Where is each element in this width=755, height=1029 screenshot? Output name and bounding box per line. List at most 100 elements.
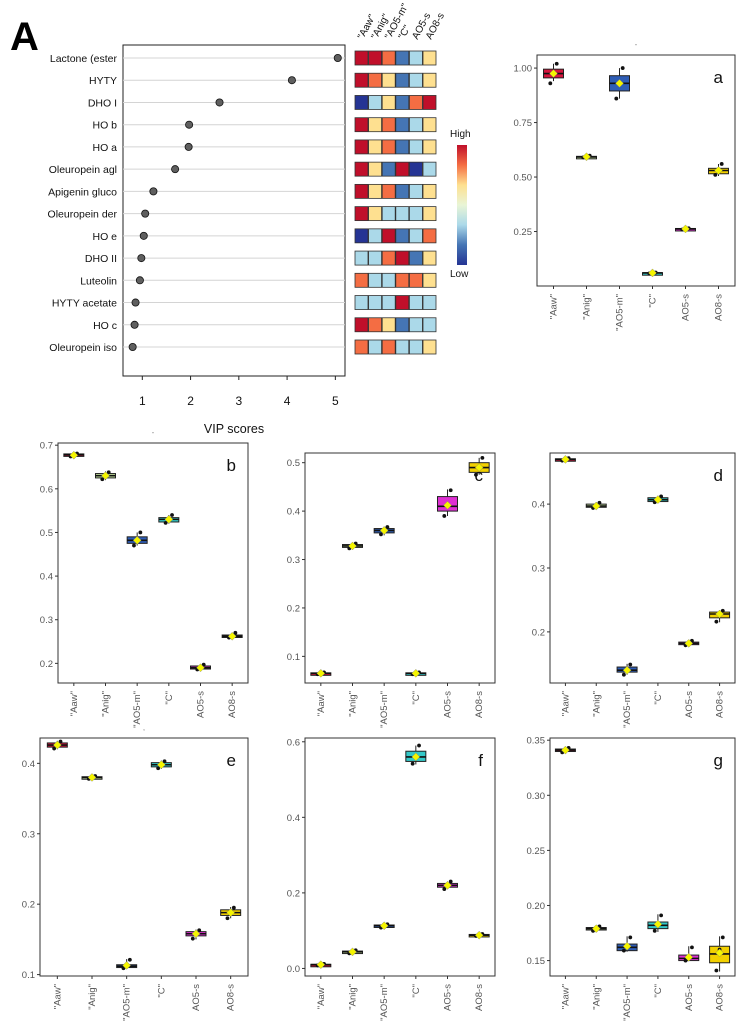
heatmap-cell <box>381 117 396 133</box>
vip-point-9 <box>139 231 148 240</box>
y-tick-label: 0.1 <box>22 970 35 981</box>
box-data-point <box>474 472 478 477</box>
y-tick-label: 0.4 <box>40 572 53 583</box>
x-tick-label: "AO5-m" <box>615 294 626 331</box>
box-data-point <box>614 96 619 101</box>
box-mean-marker <box>653 495 663 504</box>
box-data-point <box>225 916 230 921</box>
panel-frame <box>304 452 496 684</box>
vip-category-label: HO c <box>93 320 117 332</box>
heatmap-cell <box>422 50 437 66</box>
heatmap-legend-bar <box>457 145 467 265</box>
vip-point-6 <box>171 165 180 174</box>
box-4 <box>150 759 172 771</box>
box-data-point <box>58 739 63 744</box>
box-5 <box>437 488 458 518</box>
box-data-point <box>621 948 626 953</box>
box-3 <box>373 525 395 537</box>
box-4 <box>647 494 669 505</box>
box-3 <box>609 66 630 101</box>
heatmap-cell <box>354 183 369 199</box>
box-data-point <box>106 470 111 475</box>
heatmap-cell <box>408 295 423 310</box>
x-tick-label: "C" <box>648 294 659 308</box>
vip-point-13 <box>130 320 139 329</box>
heatmap-cell <box>368 295 383 310</box>
heatmap-cell <box>395 72 410 88</box>
panel-frame <box>57 442 249 684</box>
y-tick-label: 0.4 <box>22 759 35 770</box>
heatmap-cell <box>368 206 383 222</box>
box-mean-marker <box>411 752 421 762</box>
boxplot-panel-f: 0.0 0.2 0.4 0.6 "Aaw" "Anig" "AO5-m" "C" AO5-s AO… <box>287 737 496 1021</box>
box-3 <box>616 935 638 953</box>
x-tick-label: AO5-s <box>681 294 692 321</box>
heatmap-cell <box>408 339 423 355</box>
vip-category-label: Luteolin <box>80 275 117 287</box>
y-tick-label: 0.1 <box>287 652 300 663</box>
heatmap-cell <box>395 161 410 177</box>
box-mean-marker <box>591 924 601 933</box>
box-data-point <box>132 543 136 548</box>
x-tick-label: AO5-s <box>684 984 695 1011</box>
box-5 <box>437 879 458 892</box>
heatmap-cell <box>395 272 410 288</box>
heatmap-cell <box>408 183 423 199</box>
box-5 <box>675 224 696 234</box>
box-data-point <box>714 968 719 973</box>
heatmap-cell <box>381 339 396 355</box>
box-mean-marker <box>157 760 166 770</box>
heatmap-cell <box>368 117 383 133</box>
y-tick-label: 0.5 <box>287 458 300 469</box>
heatmap-cell <box>354 339 369 355</box>
vip-chart: Lactone (ester HYTY DHO I HO b HO a Oleuropei… <box>48 44 346 436</box>
boxplot-panel-g: 0.15 0.20 0.25 0.30 0.35 "Aaw" "Anig" "AO5-m" "C… <box>527 736 736 1021</box>
vip-plot-frame <box>122 44 346 377</box>
heatmap-cell <box>381 228 396 244</box>
box-5 <box>678 945 700 963</box>
heatmap-cell <box>381 161 396 177</box>
vip-category-label: HYTY acetate <box>52 298 117 310</box>
x-tick-label: "C" <box>156 984 167 998</box>
box-data-point <box>713 172 718 177</box>
heatmap-cell <box>422 317 437 333</box>
vip-point-2 <box>287 76 296 85</box>
box-data-point <box>719 162 724 166</box>
box-mean-marker <box>681 224 690 234</box>
box-5 <box>678 638 700 648</box>
box-mean-marker <box>561 455 570 464</box>
heatmap-cell <box>395 295 410 310</box>
x-tick-label: "AO5-m" <box>379 691 390 728</box>
box-mean-marker <box>622 941 632 951</box>
heatmap-cell <box>368 161 383 177</box>
vip-x-tick-label: 4 <box>284 394 291 408</box>
x-tick-label: AO5-s <box>684 691 695 718</box>
box-mean-marker <box>648 268 657 278</box>
box-data-point <box>714 619 719 624</box>
box-mean-marker <box>561 745 570 755</box>
box-data-point <box>652 928 657 933</box>
x-tick-label: AO5-s <box>191 984 202 1011</box>
vip-category-label: DHO I <box>88 97 117 109</box>
box-mean-marker <box>653 919 663 929</box>
box-mean-marker <box>348 541 357 551</box>
heatmap-cell <box>368 228 383 244</box>
y-tick-label: 0.30 <box>527 791 546 802</box>
y-tick-label: 0.2 <box>22 900 35 911</box>
heatmap-cell <box>368 183 383 199</box>
x-tick-label: "C" <box>411 691 422 705</box>
box-data-point <box>233 630 238 635</box>
y-tick-label: 0.2 <box>287 603 300 614</box>
box-data-point <box>720 935 725 940</box>
heatmap-cell <box>354 228 369 244</box>
heatmap-cell <box>408 317 423 333</box>
panel-label: d <box>714 466 723 485</box>
x-tick-label: "Aaw" <box>52 984 63 1009</box>
vip-point-3 <box>215 98 224 107</box>
y-tick-label: 0.35 <box>527 736 546 747</box>
heatmap-cell <box>368 317 383 333</box>
x-tick-label: "Aaw" <box>69 691 80 716</box>
x-tick-label: AO8-s <box>474 691 485 718</box>
heatmap-cell <box>395 317 410 333</box>
box-mean-marker <box>474 930 484 940</box>
